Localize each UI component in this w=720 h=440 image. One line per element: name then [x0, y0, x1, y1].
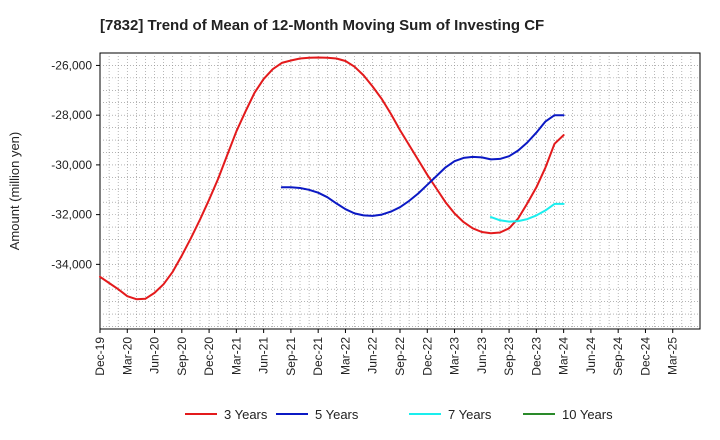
x-tick-label: Sep-22 [393, 337, 407, 376]
x-tick-label: Dec-20 [202, 337, 216, 376]
legend-label-10-years: 10 Years [562, 407, 613, 422]
y-axis-ticks: -26,000 -28,000 -30,000 -32,000 -34,000 [51, 58, 100, 271]
chart-title: [7832] Trend of Mean of 12-Month Moving … [100, 17, 544, 34]
legend-label-3-years: 3 Years [224, 407, 268, 422]
x-tick-label: Mar-24 [557, 337, 571, 375]
x-tick-label: Sep-24 [611, 337, 625, 376]
series-line-7-years [489, 202, 565, 223]
y-tick-label: -32,000 [51, 208, 92, 222]
x-tick-label: Dec-23 [529, 337, 543, 376]
y-tick-label: -30,000 [51, 158, 92, 172]
y-tick-label: -26,000 [51, 58, 92, 72]
series-line-3-years [99, 56, 565, 301]
x-tick-label: Dec-19 [93, 337, 107, 376]
legend-label-5-years: 5 Years [315, 407, 359, 422]
legend: 3 Years 5 Years 7 Years 10 Years [185, 407, 613, 422]
series-line-5-years [280, 114, 565, 217]
x-axis-ticks: Dec-19 Mar-20 Jun-20 Sep-20 Dec-20 Mar-21 Jun-… [93, 329, 680, 376]
grid-lines [100, 53, 700, 329]
x-tick-label: Jun-22 [366, 337, 380, 374]
x-tick-label: Jun-20 [148, 337, 162, 374]
x-tick-label: Mar-21 [229, 337, 243, 375]
x-tick-label: Dec-24 [638, 337, 652, 376]
x-tick-label: Sep-21 [284, 337, 298, 376]
x-tick-label: Sep-23 [502, 337, 516, 376]
x-tick-label: Mar-20 [120, 337, 134, 375]
y-axis-label: Amount (million yen) [7, 132, 22, 251]
y-tick-label: -28,000 [51, 108, 92, 122]
y-tick-label: -34,000 [51, 257, 92, 271]
x-tick-label: Mar-25 [666, 337, 680, 375]
x-tick-label: Sep-20 [175, 337, 189, 376]
x-tick-label: Mar-23 [448, 337, 462, 375]
x-tick-label: Dec-22 [420, 337, 434, 376]
x-tick-label: Mar-22 [338, 337, 352, 375]
x-tick-label: Jun-24 [584, 337, 598, 374]
x-tick-label: Dec-21 [311, 337, 325, 376]
legend-label-7-years: 7 Years [448, 407, 492, 422]
x-tick-label: Jun-23 [475, 337, 489, 374]
x-tick-label: Jun-21 [257, 337, 271, 374]
series-lines [99, 56, 565, 301]
